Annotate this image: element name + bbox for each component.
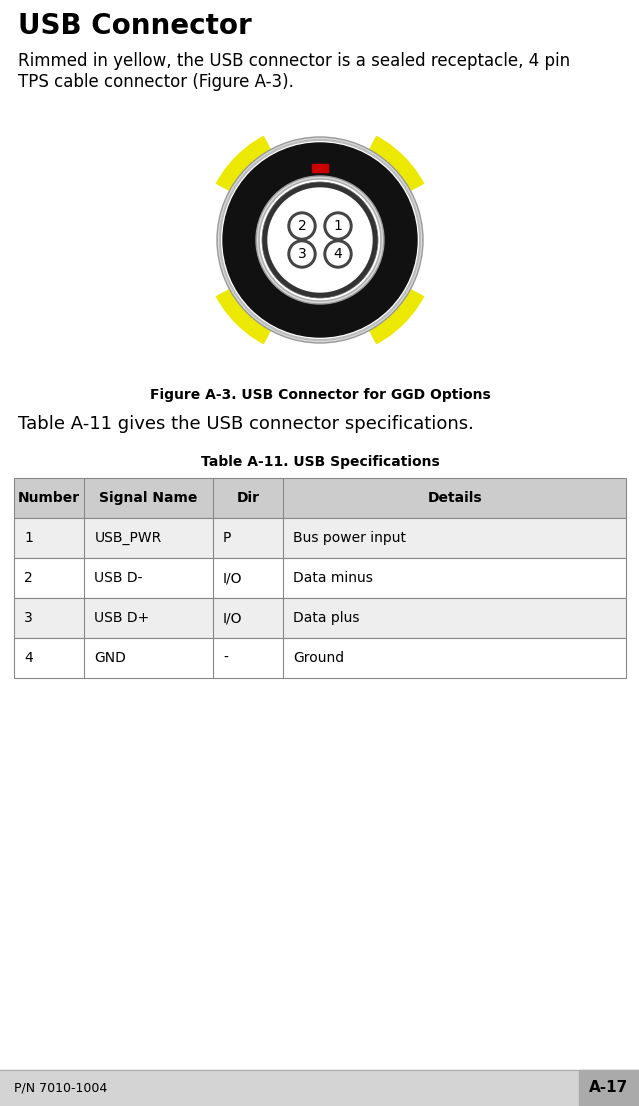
Text: P/N 7010-1004: P/N 7010-1004 bbox=[14, 1082, 107, 1095]
Wedge shape bbox=[320, 173, 463, 307]
Circle shape bbox=[327, 243, 349, 265]
Circle shape bbox=[327, 215, 349, 237]
Circle shape bbox=[259, 179, 381, 301]
Text: I/O: I/O bbox=[223, 571, 242, 585]
Circle shape bbox=[202, 122, 438, 358]
Text: 4: 4 bbox=[334, 247, 343, 261]
Text: USB_PWR: USB_PWR bbox=[95, 531, 162, 545]
Wedge shape bbox=[177, 173, 320, 307]
Text: I/O: I/O bbox=[223, 611, 242, 625]
Circle shape bbox=[324, 240, 352, 268]
Text: 2: 2 bbox=[298, 219, 306, 233]
Bar bbox=[14, 518, 626, 559]
Text: Table A-11 gives the USB connector specifications.: Table A-11 gives the USB connector speci… bbox=[18, 415, 474, 434]
Text: Figure A-3. USB Connector for GGD Options: Figure A-3. USB Connector for GGD Option… bbox=[150, 388, 490, 401]
Circle shape bbox=[288, 240, 316, 268]
Bar bbox=[0, 1070, 639, 1106]
Text: Details: Details bbox=[427, 491, 482, 505]
Bar bbox=[14, 638, 626, 678]
Text: A-17: A-17 bbox=[589, 1081, 629, 1096]
Text: 1: 1 bbox=[334, 219, 343, 233]
Circle shape bbox=[262, 182, 378, 298]
Text: USB D+: USB D+ bbox=[95, 611, 150, 625]
Text: Number: Number bbox=[18, 491, 81, 505]
Wedge shape bbox=[253, 240, 387, 383]
Text: Dir: Dir bbox=[236, 491, 259, 505]
Text: Ground: Ground bbox=[293, 651, 344, 665]
Circle shape bbox=[291, 243, 313, 265]
Text: USB D-: USB D- bbox=[95, 571, 143, 585]
Circle shape bbox=[182, 102, 458, 378]
Circle shape bbox=[291, 215, 313, 237]
Text: Bus power input: Bus power input bbox=[293, 531, 406, 545]
Text: TPS cable connector (Figure A-3).: TPS cable connector (Figure A-3). bbox=[18, 73, 294, 91]
Circle shape bbox=[223, 143, 417, 337]
Circle shape bbox=[288, 212, 316, 240]
Circle shape bbox=[220, 140, 420, 340]
Bar bbox=[14, 598, 626, 638]
Circle shape bbox=[268, 188, 372, 292]
Circle shape bbox=[217, 137, 423, 343]
Text: Data minus: Data minus bbox=[293, 571, 373, 585]
Text: USB Connector: USB Connector bbox=[18, 12, 252, 40]
Bar bbox=[14, 478, 626, 518]
Text: -: - bbox=[223, 651, 227, 665]
Text: Table A-11. USB Specifications: Table A-11. USB Specifications bbox=[201, 455, 440, 469]
Text: Signal Name: Signal Name bbox=[100, 491, 198, 505]
Text: Data plus: Data plus bbox=[293, 611, 360, 625]
Text: 3: 3 bbox=[298, 247, 306, 261]
Text: 2: 2 bbox=[24, 571, 33, 585]
Text: 1: 1 bbox=[24, 531, 33, 545]
Text: 4: 4 bbox=[24, 651, 33, 665]
Text: GND: GND bbox=[95, 651, 127, 665]
Text: Rimmed in yellow, the USB connector is a sealed receptacle, 4 pin: Rimmed in yellow, the USB connector is a… bbox=[18, 52, 570, 70]
Bar bbox=[14, 559, 626, 598]
Circle shape bbox=[324, 212, 352, 240]
Bar bbox=[312, 164, 328, 173]
Bar bbox=[579, 1070, 639, 1106]
Wedge shape bbox=[253, 97, 387, 240]
Circle shape bbox=[256, 176, 384, 304]
Text: 3: 3 bbox=[24, 611, 33, 625]
Text: P: P bbox=[223, 531, 231, 545]
